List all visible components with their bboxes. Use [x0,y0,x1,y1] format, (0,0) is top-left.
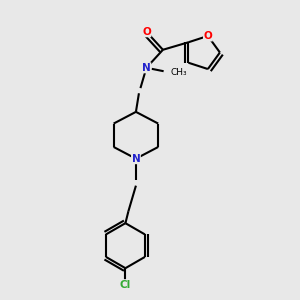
Text: N: N [131,154,140,164]
Text: O: O [142,27,151,37]
Text: CH₃: CH₃ [170,68,187,77]
Text: O: O [203,31,212,41]
Text: Cl: Cl [120,280,131,290]
Text: N: N [142,63,151,73]
